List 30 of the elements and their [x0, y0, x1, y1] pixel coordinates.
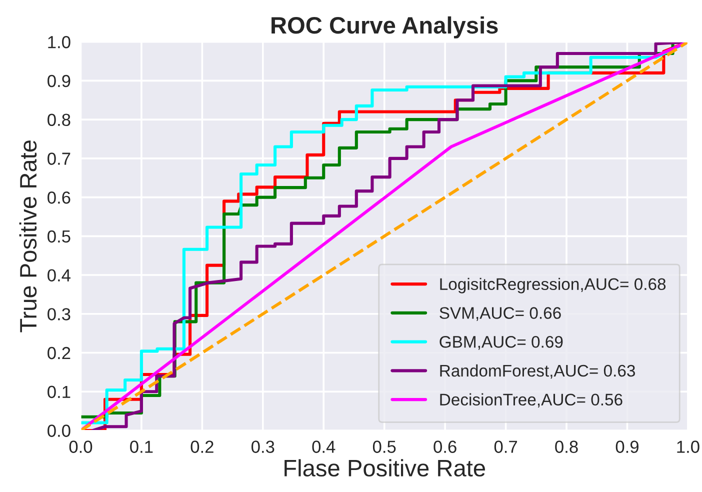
- x-axis-title: Flase Positive Rate: [284, 459, 485, 477]
- x-tick-label: 0.8: [555, 440, 578, 453]
- y-tick-label: 0.6: [48, 191, 70, 204]
- legend-label: LogisitcRegression,AUC= 0.68: [440, 278, 666, 294]
- x-tick-label: 0.6: [434, 440, 456, 453]
- x-tick-label: 1.0: [677, 440, 700, 453]
- y-tick-label: 0.0: [48, 424, 70, 437]
- y-axis-title: True Positive Rate: [19, 140, 37, 332]
- y-tick-label: 0.7: [48, 152, 70, 165]
- x-tick-label: 0.2: [190, 440, 214, 453]
- y-tick-label: 0.1: [48, 386, 70, 398]
- y-tick-label: 0.3: [48, 308, 70, 320]
- y-tick-label: 0.5: [48, 230, 70, 243]
- x-tick-label: 0.9: [616, 440, 638, 453]
- x-tick-label: 0.3: [252, 440, 274, 453]
- legend-label: GBM,AUC= 0.69: [440, 336, 563, 350]
- y-tick-label: 1.0: [48, 36, 70, 48]
- x-tick-label: 0.7: [494, 440, 517, 453]
- y-tick-label: 0.2: [48, 346, 70, 360]
- x-tick-label: 0.0: [69, 440, 92, 453]
- y-tick-label: 0.4: [48, 269, 70, 282]
- legend-label: RandomForest,AUC= 0.63: [440, 364, 635, 379]
- legend-label: DecisionTree,AUC= 0.56: [440, 393, 622, 408]
- x-tick-label: 0.1: [130, 440, 153, 453]
- chart-title: ROC Curve Analysis: [272, 16, 498, 38]
- legend-label: SVM,AUC= 0.66: [440, 307, 561, 321]
- x-tick-label: 0.4: [312, 440, 336, 453]
- y-tick-label: 0.9: [48, 74, 70, 88]
- y-tick-label: 0.8: [48, 114, 70, 126]
- x-tick-label: 0.5: [372, 440, 396, 453]
